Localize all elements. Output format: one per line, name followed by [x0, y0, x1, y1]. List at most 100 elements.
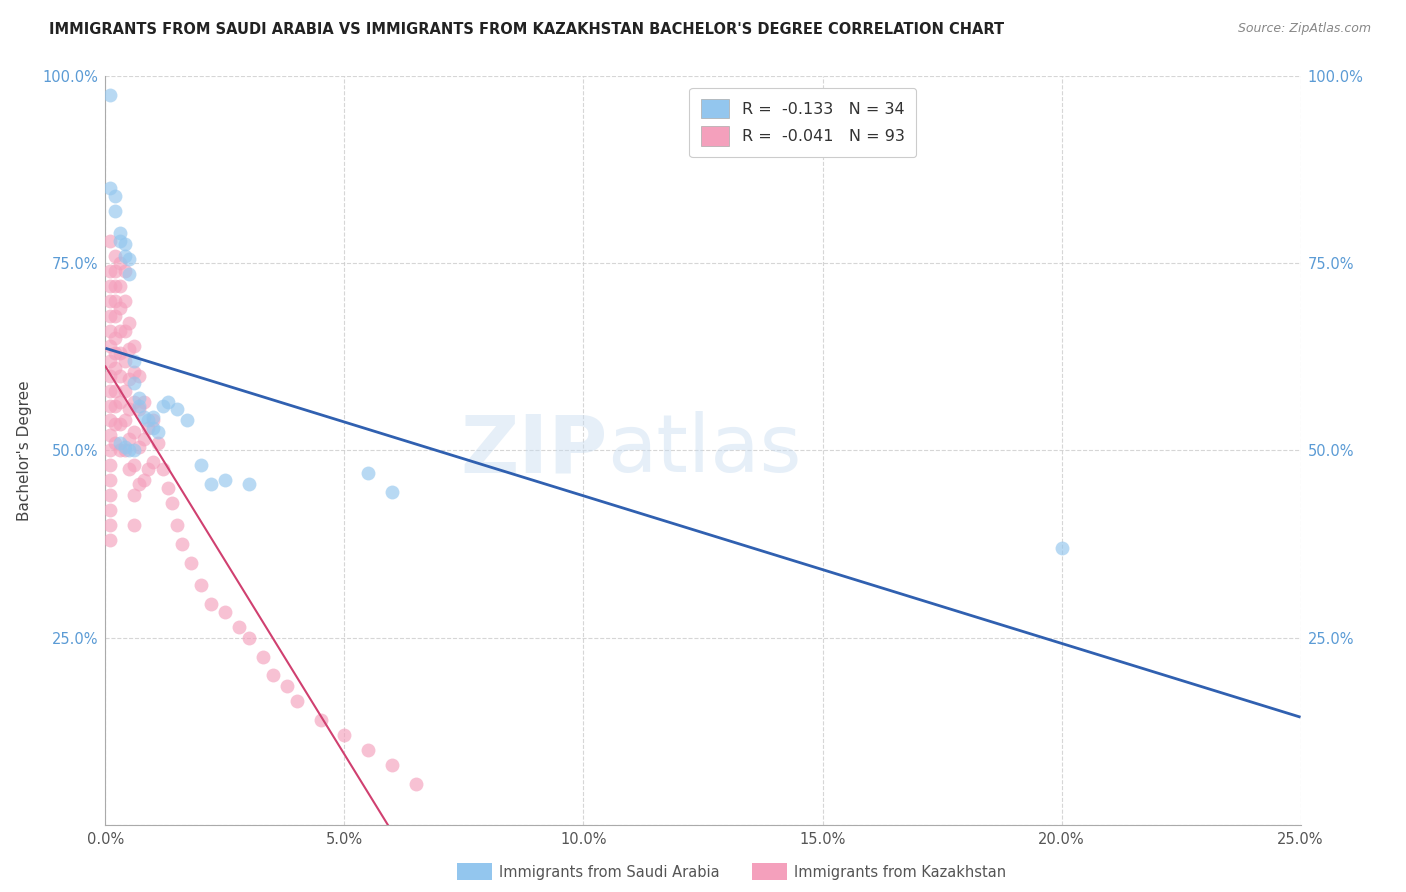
- Point: [114, 263, 136, 277]
- Point: [276, 680, 298, 694]
- Point: [138, 462, 160, 476]
- Point: [104, 278, 127, 293]
- Point: [122, 518, 145, 533]
- Point: [98, 413, 121, 427]
- Point: [98, 353, 121, 368]
- Point: [104, 249, 127, 263]
- Point: [128, 399, 150, 413]
- Point: [1050, 541, 1073, 555]
- Point: [190, 458, 212, 473]
- Point: [114, 413, 136, 427]
- Point: [98, 518, 121, 533]
- Point: [104, 384, 127, 398]
- Point: [357, 466, 380, 480]
- Point: [128, 477, 150, 491]
- Text: IMMIGRANTS FROM SAUDI ARABIA VS IMMIGRANTS FROM KAZAKHSTAN BACHELOR'S DEGREE COR: IMMIGRANTS FROM SAUDI ARABIA VS IMMIGRAN…: [49, 22, 1004, 37]
- Text: ZIP: ZIP: [460, 411, 607, 490]
- Point: [118, 343, 141, 357]
- Point: [132, 394, 155, 409]
- Point: [142, 455, 165, 469]
- Point: [98, 87, 121, 102]
- Point: [108, 394, 131, 409]
- Point: [132, 474, 155, 488]
- Point: [122, 353, 145, 368]
- Point: [142, 413, 165, 427]
- Point: [98, 263, 121, 277]
- Point: [214, 605, 236, 619]
- Point: [118, 372, 141, 386]
- Point: [142, 421, 165, 435]
- Point: [166, 402, 188, 417]
- Point: [118, 462, 141, 476]
- Point: [108, 417, 131, 432]
- Point: [98, 234, 121, 248]
- Text: atlas: atlas: [607, 411, 801, 490]
- Point: [104, 361, 127, 376]
- Point: [108, 256, 131, 270]
- Point: [118, 252, 141, 267]
- Point: [138, 413, 160, 427]
- Point: [357, 743, 380, 757]
- Point: [122, 488, 145, 502]
- Point: [108, 368, 131, 383]
- Point: [156, 481, 179, 495]
- Point: [122, 376, 145, 390]
- Point: [176, 413, 198, 427]
- Point: [98, 488, 121, 502]
- Point: [118, 432, 141, 446]
- Point: [381, 758, 404, 772]
- Point: [108, 301, 131, 315]
- Point: [152, 399, 174, 413]
- Point: [132, 432, 155, 446]
- Point: [162, 496, 184, 510]
- Point: [309, 713, 332, 727]
- Point: [122, 365, 145, 379]
- Point: [104, 331, 127, 345]
- Point: [180, 556, 202, 570]
- Point: [114, 249, 136, 263]
- Point: [114, 324, 136, 338]
- Point: [98, 338, 121, 352]
- Point: [122, 425, 145, 439]
- Point: [114, 353, 136, 368]
- Legend: R =  -0.133   N = 34, R =  -0.041   N = 93: R = -0.133 N = 34, R = -0.041 N = 93: [689, 87, 917, 157]
- Point: [381, 484, 404, 499]
- Point: [114, 443, 136, 458]
- Point: [114, 384, 136, 398]
- Point: [238, 631, 260, 645]
- Point: [108, 234, 131, 248]
- Point: [104, 436, 127, 450]
- Point: [108, 278, 131, 293]
- Point: [128, 391, 150, 405]
- Point: [122, 458, 145, 473]
- Point: [190, 578, 212, 592]
- Point: [114, 237, 136, 252]
- Point: [98, 399, 121, 413]
- Point: [152, 462, 174, 476]
- Point: [214, 474, 236, 488]
- Point: [228, 619, 250, 633]
- Point: [200, 597, 222, 611]
- Point: [98, 384, 121, 398]
- Y-axis label: Bachelor's Degree: Bachelor's Degree: [17, 380, 31, 521]
- Point: [132, 409, 155, 424]
- Point: [128, 368, 150, 383]
- Point: [98, 293, 121, 308]
- Point: [170, 537, 193, 551]
- Point: [128, 440, 150, 454]
- Text: Source: ZipAtlas.com: Source: ZipAtlas.com: [1237, 22, 1371, 36]
- Point: [118, 268, 141, 282]
- Text: Immigrants from Kazakhstan: Immigrants from Kazakhstan: [794, 865, 1007, 880]
- Point: [262, 668, 284, 682]
- Point: [104, 417, 127, 432]
- Point: [108, 226, 131, 240]
- Point: [108, 436, 131, 450]
- Point: [128, 402, 150, 417]
- Point: [98, 278, 121, 293]
- Point: [108, 324, 131, 338]
- Point: [104, 399, 127, 413]
- Point: [333, 728, 356, 742]
- Point: [98, 181, 121, 195]
- Point: [142, 409, 165, 424]
- Point: [114, 440, 136, 454]
